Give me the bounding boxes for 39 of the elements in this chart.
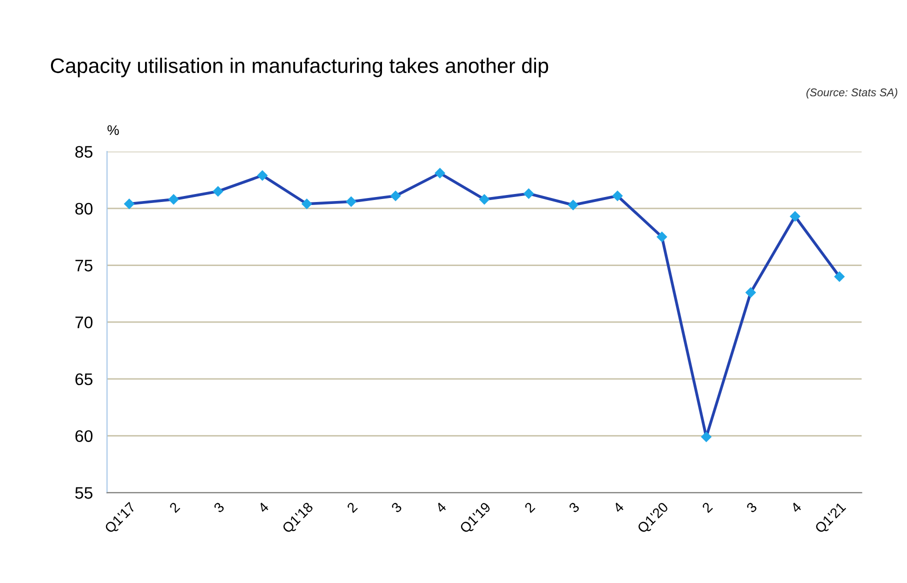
point bbox=[168, 194, 179, 205]
y-axis-title: % bbox=[108, 125, 119, 135]
y-tick-label: 60 bbox=[75, 430, 92, 442]
x-tick-label: 4 bbox=[435, 502, 447, 514]
x-tick-label: 2 bbox=[702, 502, 713, 514]
point bbox=[390, 190, 401, 202]
point bbox=[346, 196, 357, 207]
y-tick-label: 65 bbox=[75, 373, 92, 386]
point bbox=[834, 271, 845, 282]
x-tick-label: 2 bbox=[524, 502, 536, 514]
x-tick-label: 4 bbox=[612, 502, 624, 514]
y-tick-label: 75 bbox=[75, 260, 92, 272]
point bbox=[790, 211, 800, 222]
x-tick-label: 3 bbox=[390, 502, 402, 514]
point bbox=[301, 198, 312, 210]
x-tick-label: 3 bbox=[746, 502, 758, 514]
point bbox=[257, 170, 268, 181]
point bbox=[745, 287, 756, 298]
y-tick-label: 55 bbox=[75, 487, 92, 499]
x-tick-label: 2 bbox=[346, 502, 358, 514]
x-tick-label: 3 bbox=[568, 502, 580, 514]
point bbox=[124, 198, 135, 210]
point bbox=[523, 188, 534, 200]
point bbox=[434, 168, 446, 179]
x-tick-label: 4 bbox=[790, 502, 802, 514]
point bbox=[212, 186, 224, 197]
x-tick-label: 2 bbox=[168, 502, 180, 514]
y-tick-label: 85 bbox=[75, 146, 92, 158]
text: (Source: Stats SA) bbox=[806, 88, 898, 98]
point bbox=[700, 432, 712, 442]
y-tick-label: 80 bbox=[75, 202, 92, 215]
point bbox=[612, 190, 623, 202]
point bbox=[568, 200, 578, 210]
chart-title: Capacity utilisation in manufacturing takes another dip bbox=[50, 58, 548, 78]
x-tick-label: 3 bbox=[213, 502, 225, 514]
y-tick-label: 70 bbox=[75, 316, 92, 328]
point bbox=[478, 194, 490, 205]
x-tick-label: 4 bbox=[258, 502, 270, 514]
point bbox=[656, 231, 668, 242]
